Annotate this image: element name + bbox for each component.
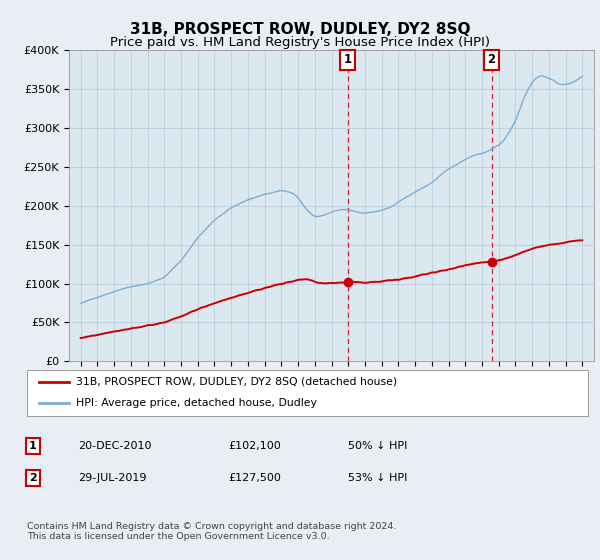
Text: Price paid vs. HM Land Registry's House Price Index (HPI): Price paid vs. HM Land Registry's House … xyxy=(110,36,490,49)
Text: 29-JUL-2019: 29-JUL-2019 xyxy=(78,473,146,483)
Text: £127,500: £127,500 xyxy=(228,473,281,483)
Text: 50% ↓ HPI: 50% ↓ HPI xyxy=(348,441,407,451)
Text: 31B, PROSPECT ROW, DUDLEY, DY2 8SQ (detached house): 31B, PROSPECT ROW, DUDLEY, DY2 8SQ (deta… xyxy=(76,377,397,387)
Text: 2: 2 xyxy=(488,53,496,66)
Text: HPI: Average price, detached house, Dudley: HPI: Average price, detached house, Dudl… xyxy=(76,398,317,408)
Text: £102,100: £102,100 xyxy=(228,441,281,451)
Text: Contains HM Land Registry data © Crown copyright and database right 2024.
This d: Contains HM Land Registry data © Crown c… xyxy=(27,522,397,542)
Text: 1: 1 xyxy=(344,53,352,66)
Text: 20-DEC-2010: 20-DEC-2010 xyxy=(78,441,151,451)
Text: 31B, PROSPECT ROW, DUDLEY, DY2 8SQ: 31B, PROSPECT ROW, DUDLEY, DY2 8SQ xyxy=(130,22,470,38)
Text: 2: 2 xyxy=(29,473,37,483)
Text: 53% ↓ HPI: 53% ↓ HPI xyxy=(348,473,407,483)
Text: 1: 1 xyxy=(29,441,37,451)
